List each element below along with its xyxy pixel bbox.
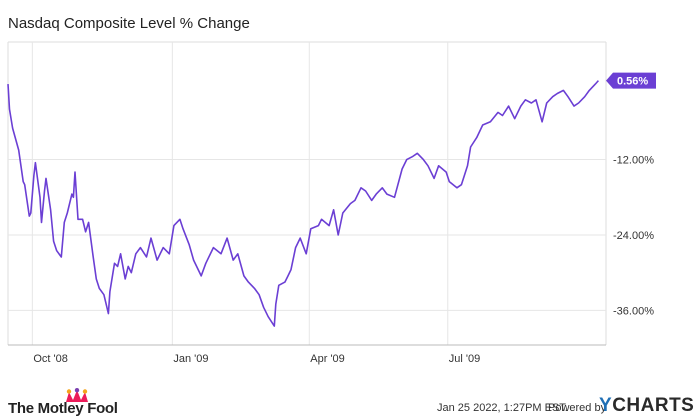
series-line [7, 80, 599, 327]
y-tick-label: -36.00% [613, 305, 654, 317]
timestamp: Jan 25 2022, 1:27PM EST. [437, 402, 568, 414]
ycharts-logo-text: CHARTS [612, 395, 695, 416]
last-value-flag [606, 72, 656, 89]
motley-fool-logo: The Motley Fool [8, 400, 118, 417]
ycharts-logo: YCHARTS [599, 395, 694, 417]
ycharts-logo-y: Y [599, 395, 613, 416]
x-tick-label: Jul '09 [449, 353, 480, 365]
chart-title: Nasdaq Composite Level % Change [8, 15, 250, 32]
y-tick-label: -12.00% [613, 155, 654, 167]
x-tick-label: Apr '09 [310, 353, 345, 365]
last-value-label: 0.56% [617, 76, 648, 88]
line-chart: -12.00% -24.00% -36.00% Oct '08 Jan '09 Apr '… [7, 41, 656, 365]
powered-by-label: Powered by [548, 402, 607, 414]
footer: The Motley Fool Jan 25 2022, 1:27PM EST.… [0, 372, 700, 420]
jester-hat-icon [66, 388, 88, 402]
x-tick-label: Oct '08 [33, 353, 68, 365]
y-tick-label: -24.00% [613, 230, 654, 242]
x-tick-label: Jan '09 [173, 353, 208, 365]
